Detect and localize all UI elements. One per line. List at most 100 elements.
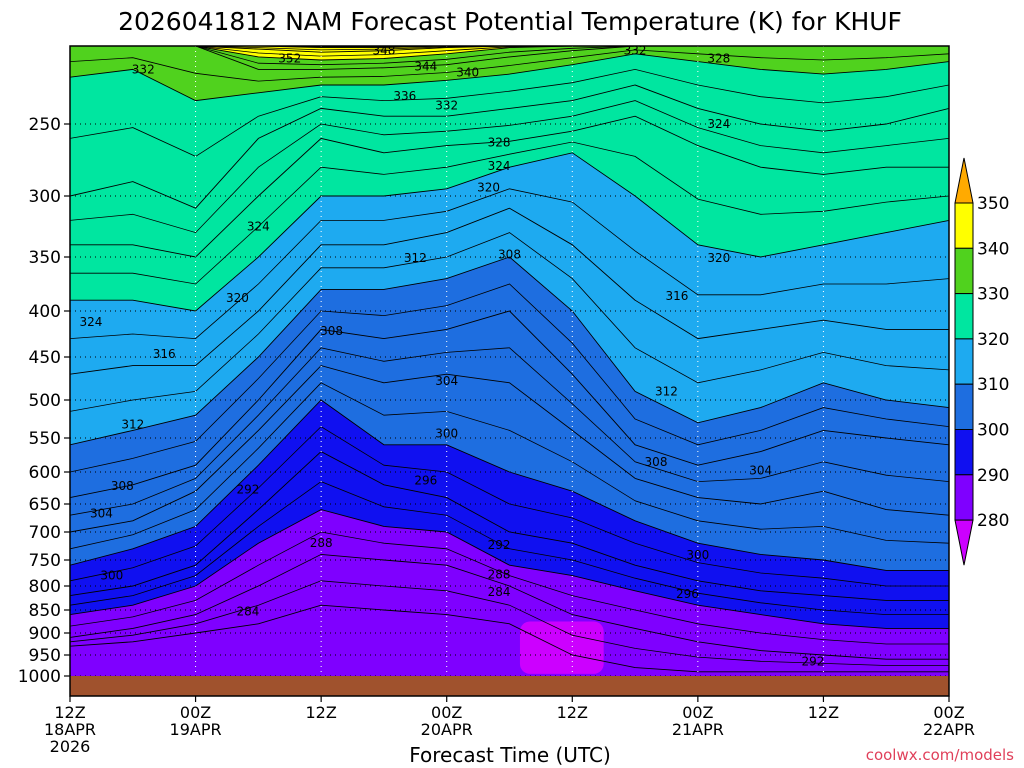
contour-label: 352: [278, 51, 301, 65]
contour-label: 300: [686, 548, 709, 562]
band-theta-344: [70, 46, 949, 53]
isentrope-324: [70, 115, 949, 258]
contour-label: 308: [498, 248, 521, 262]
colorbar-label: 290: [977, 466, 1009, 486]
contour-label: 304: [90, 507, 113, 521]
colorbar-segment: [954, 202, 974, 249]
colorbar-segment: [954, 338, 974, 385]
plot-area: 352 348 344 340 336 332 332 332 328 328 324 320 324 3…: [70, 44, 949, 696]
x-tick-label: 18APR: [44, 720, 96, 739]
y-tick-label: 800: [29, 577, 61, 597]
colorbar-segment: [954, 474, 974, 521]
contour-label: 304: [435, 374, 458, 388]
contour-label: 332: [624, 44, 647, 58]
contour-label: 292: [802, 655, 825, 669]
contour-label: 324: [707, 117, 730, 131]
y-tick-label: 450: [29, 348, 61, 368]
contour-label: 288: [488, 568, 511, 582]
isentrope-322: [70, 141, 949, 285]
isentrope-338: [70, 46, 949, 66]
isentrope-320: [70, 152, 949, 312]
colorbar-segment: [954, 293, 974, 340]
y-tick-label: 700: [29, 523, 61, 543]
colorbar-label: 280: [977, 511, 1009, 531]
colorbar: 350 340 330 320 310 300 290 280: [954, 157, 1009, 566]
y-tick-label: 950: [29, 646, 61, 666]
isentrope-328: [70, 84, 949, 209]
x-tick-label: 00Z: [180, 703, 211, 722]
contour-label: 328: [488, 136, 511, 150]
colorbar-label: 320: [977, 330, 1009, 350]
y-tick-label: 350: [29, 248, 61, 268]
contour-label: 344: [414, 59, 437, 73]
isentrope-318: [70, 188, 949, 340]
x-tick-label: 19APR: [170, 720, 222, 739]
y-axis-ticks: 250 300 350 400 450 500 550 600 650 700 750 800 850 9…: [18, 115, 70, 687]
contour-label: 332: [435, 98, 458, 112]
isentrope-304: [70, 365, 949, 533]
isentrope-310: [70, 283, 949, 473]
y-tick-label: 600: [29, 463, 61, 483]
x-tick-label: 20APR: [421, 720, 473, 739]
isentrope-326: [70, 100, 949, 234]
isentrope-340: [70, 46, 949, 61]
contour-label: 324: [488, 159, 511, 173]
isentrope-308: [70, 310, 949, 499]
contour-label: 312: [655, 384, 678, 398]
credit-text: coolwx.com/models: [866, 746, 1014, 764]
contour-label: 324: [247, 220, 270, 234]
isentrope-290: [70, 531, 949, 645]
x-tick-label: 22APR: [923, 720, 975, 739]
x-tick-label: 21APR: [672, 720, 724, 739]
y-tick-label: 750: [29, 551, 61, 571]
dotted-gridlines: [70, 46, 949, 696]
colorbar-segment: [954, 247, 974, 295]
filled-contours: [70, 46, 949, 696]
isentrope-316: [70, 207, 949, 375]
isentrope-334: [70, 49, 949, 82]
contour-label: 284: [236, 604, 259, 618]
contour-label: 308: [320, 324, 343, 338]
contour-label: 308: [111, 479, 134, 493]
contour-label: 304: [749, 464, 772, 478]
contour-label: 320: [477, 180, 500, 194]
isentrope-336: [70, 46, 949, 70]
contour-lines: [70, 46, 949, 673]
contour-label: 292: [488, 538, 511, 552]
colorbar-segment: [954, 429, 974, 476]
contour-label: 332: [132, 62, 155, 76]
isentrope-342: [70, 46, 949, 57]
y-tick-label: 550: [29, 429, 61, 449]
isentrope-332: [70, 53, 949, 102]
contour-label: 312: [404, 251, 427, 265]
colorbar-label: 310: [977, 375, 1009, 395]
isentrope-296: [70, 451, 949, 601]
x-tick-label: 12Z: [305, 703, 336, 722]
x-tick-label: 12Z: [54, 703, 85, 722]
contour-label: 316: [153, 347, 176, 361]
isentrope-294: [70, 481, 949, 615]
x-tick-label: 2026: [50, 737, 91, 756]
y-tick-label: 300: [29, 187, 61, 207]
x-tick-label: 12Z: [808, 703, 839, 722]
contour-label: 320: [226, 291, 249, 305]
isentrope-284: [70, 604, 949, 673]
x-tick-label: 00Z: [682, 703, 713, 722]
contour-label: 296: [414, 473, 437, 487]
contour-label: 300: [100, 569, 123, 583]
y-tick-label: 900: [29, 624, 61, 644]
x-tick-label: 12Z: [557, 703, 588, 722]
ground-layer: [70, 676, 949, 696]
contour-label: 300: [435, 426, 458, 440]
y-tick-label: 250: [29, 115, 61, 135]
isentrope-300: [70, 399, 949, 571]
colorbar-label: 330: [977, 285, 1009, 305]
isentrope-292: [70, 509, 949, 629]
contour-label: 340: [456, 66, 479, 80]
contour-label: 324: [79, 315, 102, 329]
y-tick-label: 650: [29, 495, 61, 515]
contour-label: 288: [310, 536, 333, 550]
contour-label: 320: [707, 251, 730, 265]
isentrope-302: [70, 382, 949, 550]
